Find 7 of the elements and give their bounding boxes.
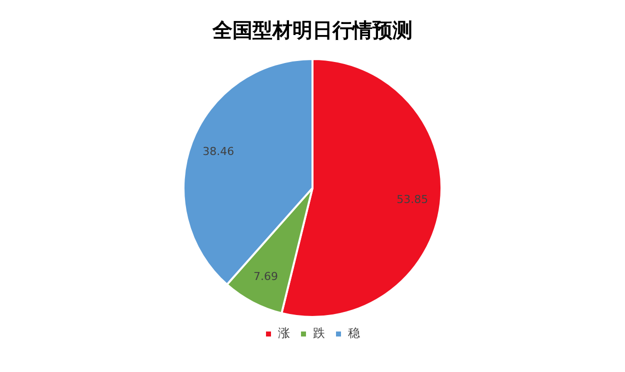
legend-label: 跌	[313, 326, 325, 340]
data-label: 38.46	[202, 145, 234, 158]
chart-title: 全国型材明日行情预测	[212, 18, 412, 42]
data-label: 53.85	[396, 193, 428, 206]
data-label: 7.69	[253, 270, 278, 283]
legend-label: 涨	[278, 326, 290, 340]
legend-label: 稳	[348, 326, 360, 340]
